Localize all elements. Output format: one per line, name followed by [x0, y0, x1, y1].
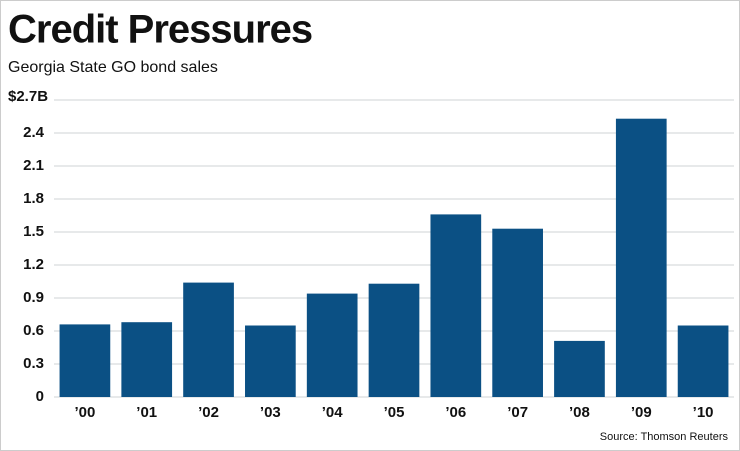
- x-tick-label: ’03: [260, 404, 281, 421]
- y-tick-label: 0.9: [23, 289, 44, 306]
- bar: [245, 325, 296, 397]
- bar: [183, 282, 234, 397]
- bar: [59, 324, 111, 397]
- chart-title: Credit Pressures: [8, 8, 312, 52]
- bar: [554, 340, 605, 397]
- bar: [368, 283, 420, 397]
- x-tick-label: ’05: [384, 404, 405, 421]
- bar: [677, 325, 729, 397]
- y-tick-label: 1.8: [23, 190, 44, 207]
- bar: [121, 322, 173, 397]
- y-tick-label: 1.5: [23, 223, 44, 240]
- x-tick-label: ’07: [507, 404, 528, 421]
- bar: [430, 214, 482, 397]
- bar: [306, 293, 358, 397]
- x-tick-label: ’10: [693, 404, 714, 421]
- y-tick-label: 1.2: [23, 256, 44, 273]
- y-tick-label: 0: [36, 388, 44, 405]
- bar: [615, 118, 667, 397]
- y-tick-label: 0.3: [23, 355, 44, 372]
- source: Source: Thomson Reuters: [600, 431, 729, 443]
- x-tick-label: ’04: [322, 404, 344, 421]
- x-tick-label: ’00: [74, 404, 95, 421]
- chart-subtitle: Georgia State GO bond sales: [8, 59, 218, 76]
- bar: [492, 228, 543, 397]
- y-tick-label: 2.4: [23, 124, 45, 141]
- x-tick-label: ’01: [136, 404, 157, 421]
- y-tick-label: 0.6: [23, 322, 44, 339]
- y-tick-label: 2.1: [23, 157, 44, 174]
- y-tick-label: $2.7B: [8, 88, 48, 105]
- x-tick-label: ’09: [631, 404, 652, 421]
- x-tick-label: ’06: [445, 404, 466, 421]
- x-tick-label: ’08: [569, 404, 590, 421]
- x-tick-label: ’02: [198, 404, 219, 421]
